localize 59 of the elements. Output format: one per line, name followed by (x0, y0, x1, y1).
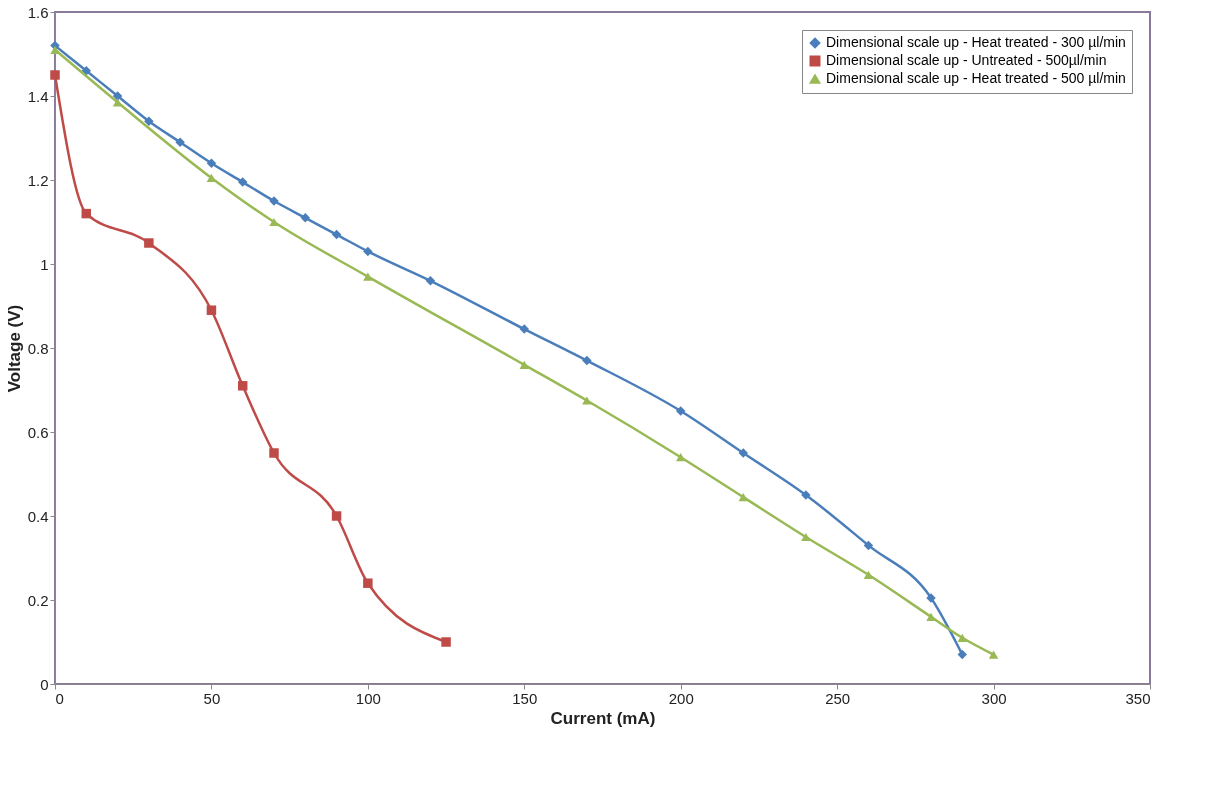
point (738, 448, 749, 458)
point (269, 448, 279, 458)
point (300, 213, 311, 223)
point (237, 381, 248, 391)
x-tick-label: 100 (355, 689, 381, 707)
point (519, 360, 530, 369)
point (175, 137, 185, 147)
point (926, 612, 936, 621)
point (582, 355, 592, 366)
point (144, 238, 154, 248)
y-tick-label: 1 (40, 255, 49, 273)
y-tick-label: 0 (40, 675, 49, 693)
x-tick-label: 250 (825, 689, 851, 707)
x-tick-label: 200 (668, 689, 694, 707)
point (50, 45, 60, 54)
point (206, 158, 217, 168)
point (50, 70, 60, 80)
point (738, 492, 749, 502)
point (81, 208, 92, 219)
point (801, 532, 811, 542)
y-tick-label: 0.2 (27, 591, 49, 609)
point (582, 396, 592, 405)
point (863, 570, 874, 579)
x-tick-label: 300 (981, 689, 1007, 707)
point (363, 272, 373, 281)
point (441, 637, 451, 647)
point (237, 177, 248, 187)
x-tick-label: 0 (55, 689, 64, 707)
y-axis-title: Voltage (V) (4, 304, 24, 393)
legend-label: Dimensional scale up - Heat treated - 300 µl/min (826, 34, 1126, 50)
x-tick-label: 50 (203, 689, 221, 707)
point (675, 453, 686, 462)
point (331, 229, 342, 240)
point (112, 91, 123, 101)
point (425, 276, 436, 286)
y-tick-label: 1.4 (27, 87, 49, 105)
point (957, 649, 968, 660)
legend-label: Dimensional scale up - Untreated - 500µl/min (826, 52, 1107, 68)
legend-label: Dimensional scale up - Heat treated - 500 µl/min (826, 70, 1126, 86)
x-tick-label: 150 (512, 689, 538, 707)
point (363, 246, 373, 257)
point (957, 633, 968, 642)
x-axis-title: Current (mA) (550, 708, 656, 728)
point (863, 540, 874, 551)
point (331, 511, 342, 521)
point (675, 406, 686, 416)
x-tick-label: 350 (1125, 689, 1151, 707)
point (363, 578, 373, 588)
point (519, 324, 530, 334)
y-tick-label: 0.8 (27, 339, 49, 357)
point (144, 116, 154, 126)
point (206, 305, 217, 315)
y-tick-label: 1.6 (27, 3, 49, 21)
y-tick-label: 0.6 (27, 423, 49, 441)
y-tick-label: 0.4 (27, 507, 49, 525)
point (81, 66, 92, 76)
point (269, 217, 279, 227)
point (988, 650, 999, 659)
y-tick-label: 1.2 (27, 171, 49, 189)
